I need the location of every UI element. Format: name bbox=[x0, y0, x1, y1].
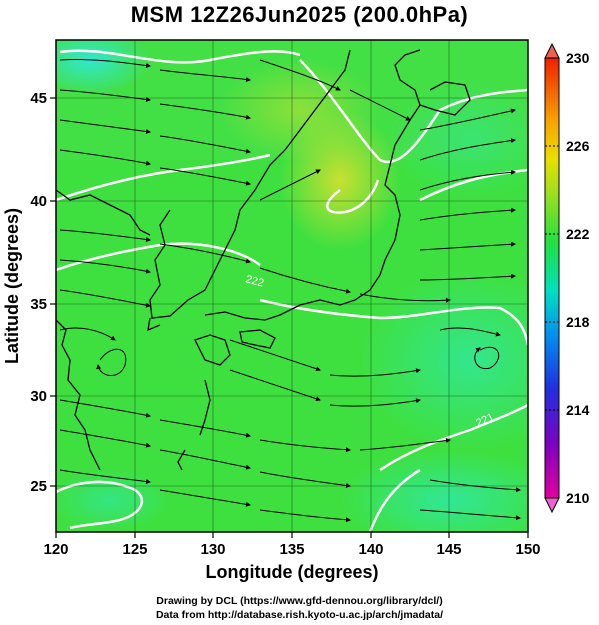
colorbar-max-arrow bbox=[544, 42, 560, 59]
x-tick-label: 130 bbox=[200, 541, 225, 558]
colorbar-label: 226 bbox=[566, 138, 590, 154]
colorbar-label: 230 bbox=[566, 50, 590, 66]
colorbar-label: 210 bbox=[566, 490, 590, 506]
colorbar-gradient bbox=[544, 57, 560, 499]
y-tick-label: 35 bbox=[30, 296, 47, 313]
x-tick-label: 120 bbox=[43, 541, 68, 558]
x-tick-label: 150 bbox=[515, 541, 540, 558]
x-tick-label: 125 bbox=[122, 541, 147, 558]
y-tick-label: 45 bbox=[30, 90, 47, 107]
x-tick-label: 145 bbox=[436, 541, 461, 558]
colorbar-label: 222 bbox=[566, 226, 590, 242]
y-axis-title: Latitude (degrees) bbox=[2, 208, 22, 364]
y-axis-tick-labels: 25 30 35 40 45 bbox=[30, 90, 47, 495]
contour-label: 222 bbox=[244, 273, 265, 289]
graticule bbox=[56, 40, 528, 532]
x-tick-label: 140 bbox=[358, 541, 383, 558]
colorbar-min-arrow bbox=[544, 497, 560, 514]
temperature-field: 222 221 bbox=[56, 40, 528, 532]
y-tick-label: 40 bbox=[30, 193, 47, 210]
streamlines bbox=[59, 58, 521, 523]
credit-data-source: Data from http://database.rish.kyoto-u.a… bbox=[155, 609, 444, 621]
x-axis-ticks bbox=[55, 532, 529, 538]
x-axis-tick-labels: 120 125 130 135 140 145 150 bbox=[43, 541, 540, 558]
colorbar-label: 218 bbox=[566, 314, 590, 330]
colorbar: 230 226 222 218 214 210 bbox=[544, 42, 590, 514]
y-axis-ticks bbox=[50, 97, 56, 487]
y-tick-label: 30 bbox=[30, 388, 47, 405]
x-tick-label: 135 bbox=[279, 541, 304, 558]
y-tick-label: 25 bbox=[30, 478, 47, 495]
credit-drawing: Drawing by DCL (https://www.gfd-dennou.o… bbox=[156, 595, 443, 607]
x-axis-title: Longitude (degrees) bbox=[205, 562, 378, 582]
colorbar-label: 214 bbox=[566, 402, 590, 418]
map-title: MSM 12Z26Jun2025 (200.0hPa) bbox=[130, 2, 469, 27]
